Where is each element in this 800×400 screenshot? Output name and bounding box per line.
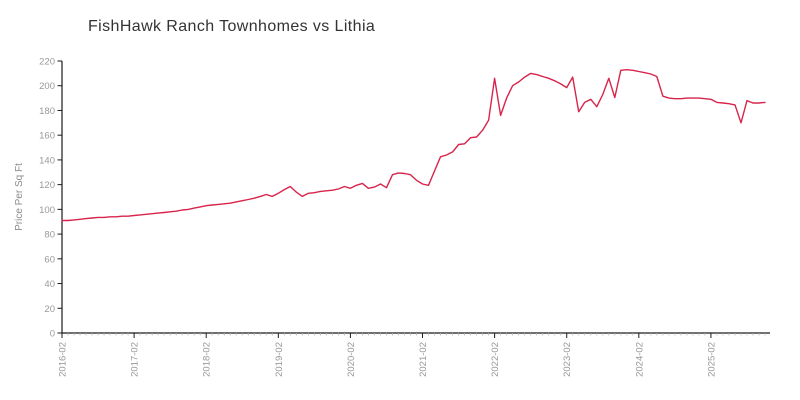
x-tick-label: 2023-02	[562, 342, 573, 377]
x-tick-label: 2022-02	[490, 342, 501, 377]
y-tick-label: 60	[44, 254, 55, 265]
y-tick-label: 220	[39, 57, 55, 68]
x-tick-label: 2024-02	[634, 342, 645, 377]
y-tick-label: 40	[44, 279, 55, 290]
x-tick-label: 2017-02	[130, 342, 141, 377]
y-tick-label: 120	[39, 180, 55, 191]
y-tick-label: 80	[44, 230, 55, 241]
price-line	[61, 68, 766, 222]
y-tick-label: 20	[44, 304, 55, 315]
y-tick-label: 140	[39, 155, 55, 166]
chart-title: FishHawk Ranch Townhomes vs Lithia	[88, 18, 376, 35]
x-tick-label: 2019-02	[274, 342, 285, 377]
y-tick-label: 100	[39, 205, 55, 216]
x-tick-label: 2025-02	[706, 342, 717, 377]
x-tick-label: 2021-02	[418, 342, 429, 377]
y-tick-label: 180	[39, 106, 55, 117]
x-tick-label: 2016-02	[58, 342, 69, 377]
x-tick-label: 2018-02	[202, 342, 213, 377]
x-tick-label: 2020-02	[346, 342, 357, 377]
y-tick-label: 200	[39, 81, 55, 92]
y-tick-label: 0	[50, 329, 55, 340]
y-axis-label: Price Per Sq Ft	[14, 163, 25, 231]
y-tick-label: 160	[39, 131, 55, 142]
